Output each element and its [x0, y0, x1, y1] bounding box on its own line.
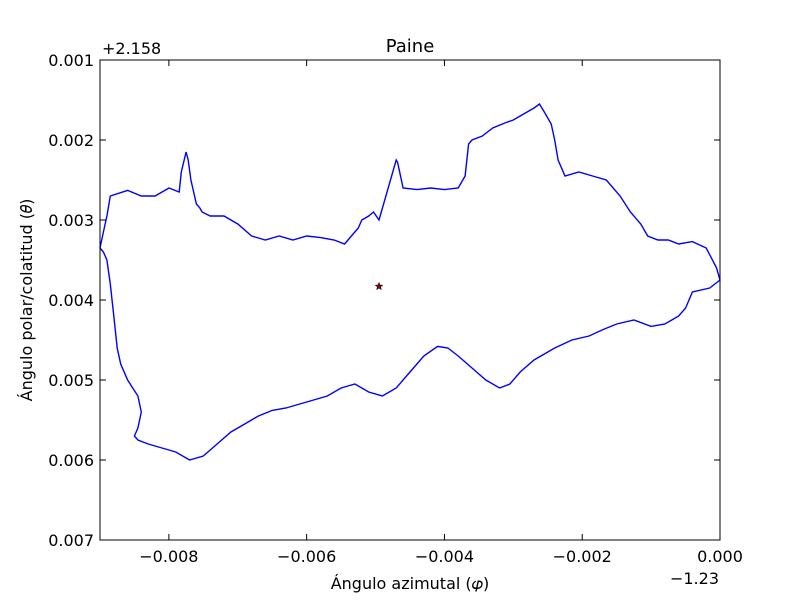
y-axis-label: Ángulo polar/colatitud (𝜃) [17, 199, 36, 402]
y-tick-label: 0.005 [48, 371, 94, 390]
center-marker [374, 281, 384, 291]
y-offset-label: +2.158 [102, 39, 161, 58]
y-tick-label: 0.007 [48, 531, 94, 550]
x-axis: −0.008 −0.006 −0.004 −0.002 0.000 [139, 60, 743, 566]
y-tick-label: 0.006 [48, 451, 94, 470]
axes-frame [99, 59, 721, 541]
x-tick-label: −0.006 [277, 547, 336, 566]
x-tick-label: −0.002 [553, 547, 612, 566]
x-tick-label: 0.000 [697, 547, 743, 566]
x-offset-label: −1.23 [670, 569, 719, 588]
x-axis-label: Ángulo azimutal (𝜑) [331, 574, 490, 593]
paine-outline [99, 102, 721, 461]
y-tick-label: 0.001 [48, 51, 94, 70]
chart-title: Paine [386, 36, 435, 57]
plot-area [99, 102, 721, 461]
x-tick-label: −0.004 [415, 547, 474, 566]
x-tick-label: −0.008 [139, 547, 198, 566]
y-tick-label: 0.004 [48, 291, 94, 310]
y-tick-label: 0.002 [48, 131, 94, 150]
y-axis: 0.001 0.002 0.003 0.004 0.005 0.006 0.007 [48, 51, 720, 550]
y-tick-label: 0.003 [48, 211, 94, 230]
